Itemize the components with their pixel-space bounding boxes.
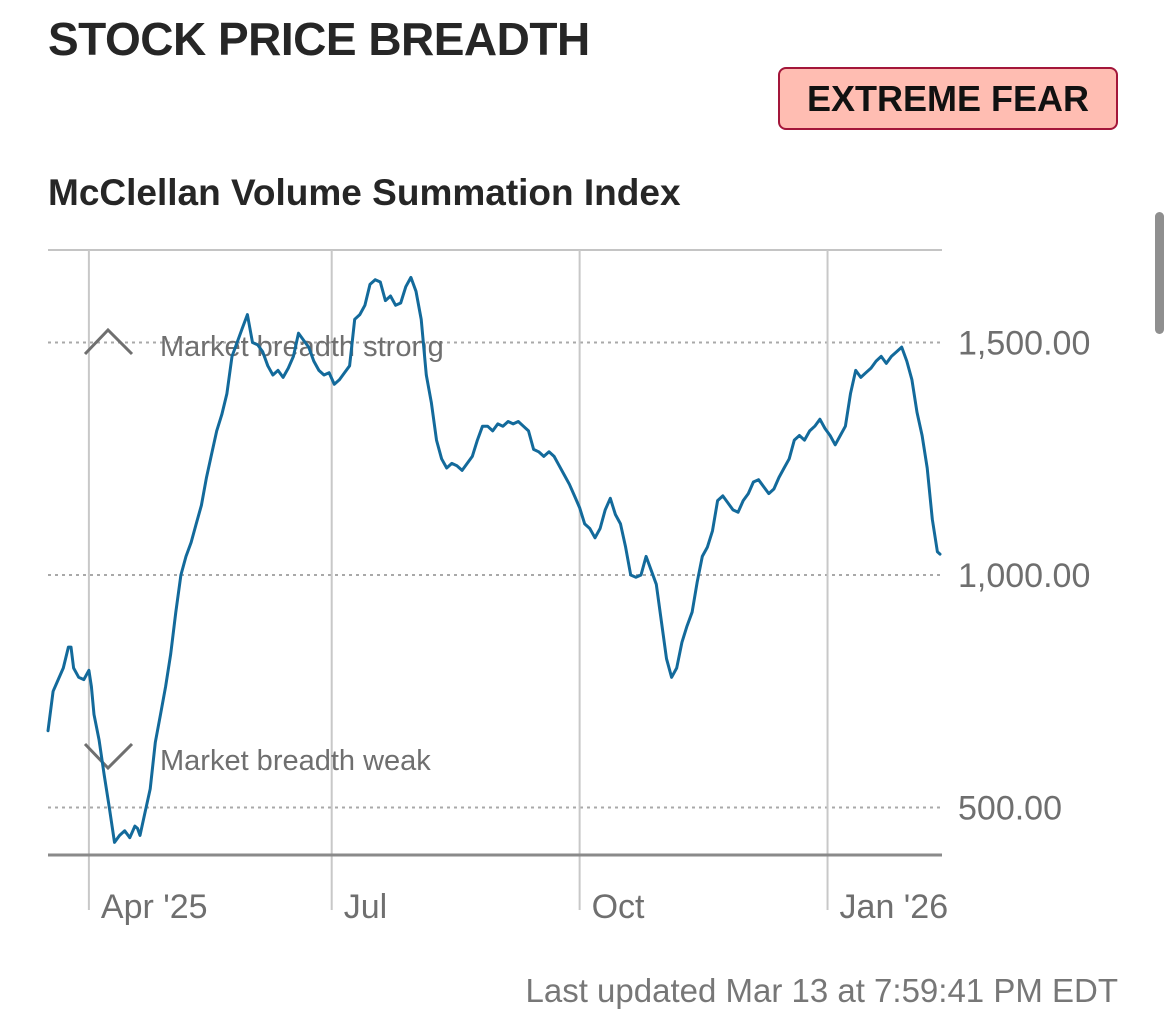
x-tick-label: Jan '26 xyxy=(840,888,949,926)
breadth-weak-down-arrow-icon xyxy=(83,742,134,771)
x-tick-label: Oct xyxy=(592,888,645,926)
x-tick-label: Jul xyxy=(344,888,387,926)
y-tick-label: 1,500.00 xyxy=(958,325,1090,363)
y-tick-label: 500.00 xyxy=(958,790,1062,828)
breadth-strong-up-arrow-icon xyxy=(83,327,134,356)
y-tick-label: 1,000.00 xyxy=(958,557,1090,595)
page-title: STOCK PRICE BREADTH xyxy=(48,13,590,65)
breadth-weak-label: Market breadth weak xyxy=(160,745,431,777)
page-scrollbar[interactable] xyxy=(1155,212,1164,334)
chart-title: McClellan Volume Summation Index xyxy=(48,172,681,213)
last-updated-timestamp: Last updated Mar 13 at 7:59:41 PM EDT xyxy=(525,972,1118,1009)
x-tick-label: Apr '25 xyxy=(101,888,208,926)
sentiment-rating-badge: EXTREME FEAR xyxy=(778,67,1118,130)
data-series-line xyxy=(46,275,942,844)
